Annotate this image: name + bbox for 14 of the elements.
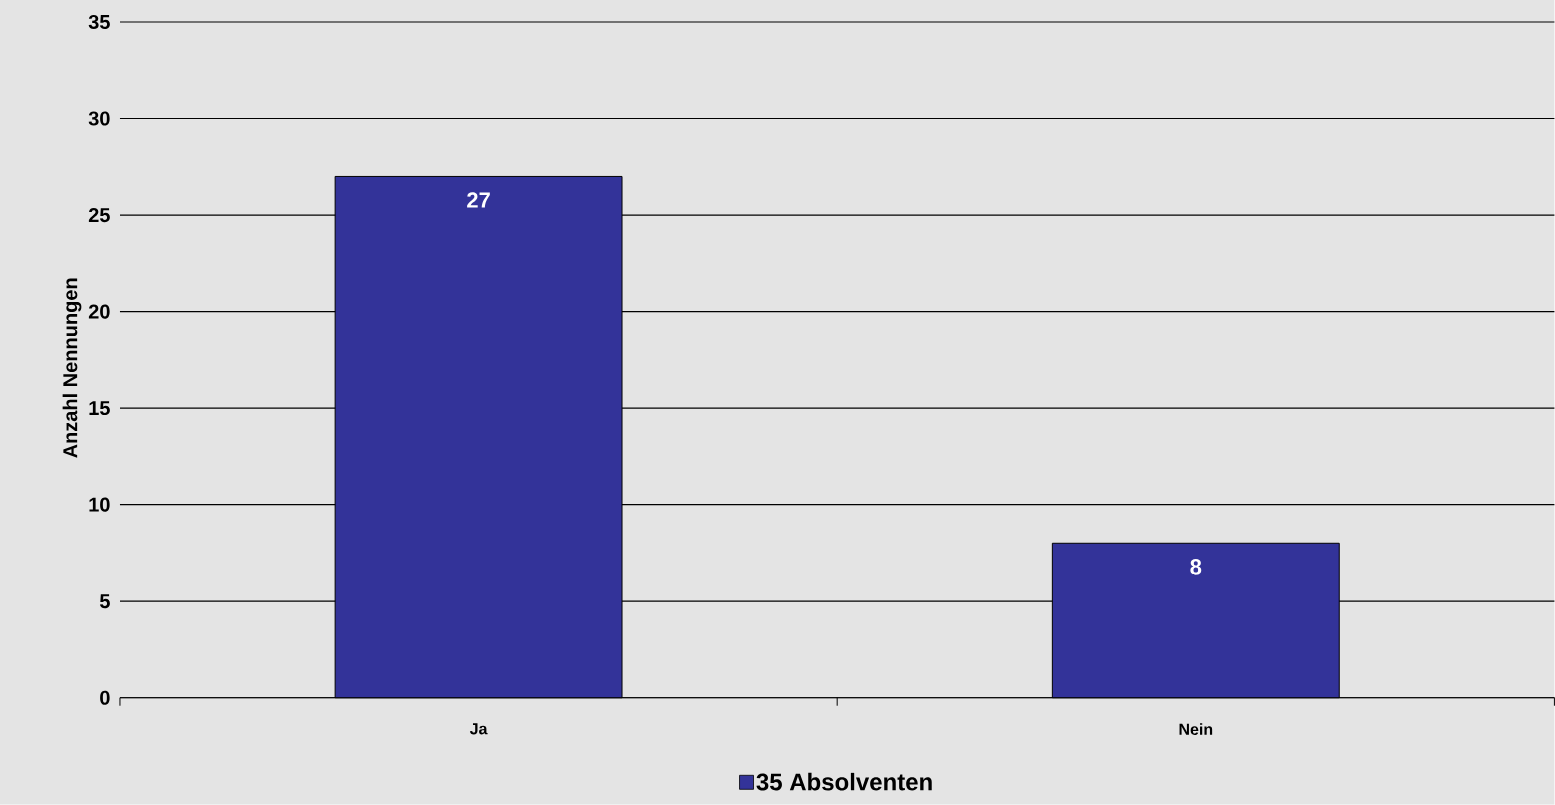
y-tick-label: 35: [88, 15, 110, 30]
y-tick-label: 5: [99, 594, 110, 609]
y-tick-label: 20: [88, 304, 110, 319]
y-tick-label: 15: [89, 401, 110, 416]
data-label: 27: [467, 192, 490, 208]
x-tick-label: Nein: [1179, 723, 1213, 736]
y-tick-label: 30: [88, 111, 110, 126]
y-tick-label: 0: [100, 690, 110, 705]
data-label: 8: [1190, 559, 1202, 575]
legend-label: 35 Absolventen: [756, 773, 932, 791]
x-tick-label: Ja: [469, 723, 488, 735]
y-axis-title: Anzahl Nennungen: [62, 278, 82, 459]
y-tick-label: 25: [88, 208, 110, 223]
y-tick-label: 10: [89, 497, 110, 512]
